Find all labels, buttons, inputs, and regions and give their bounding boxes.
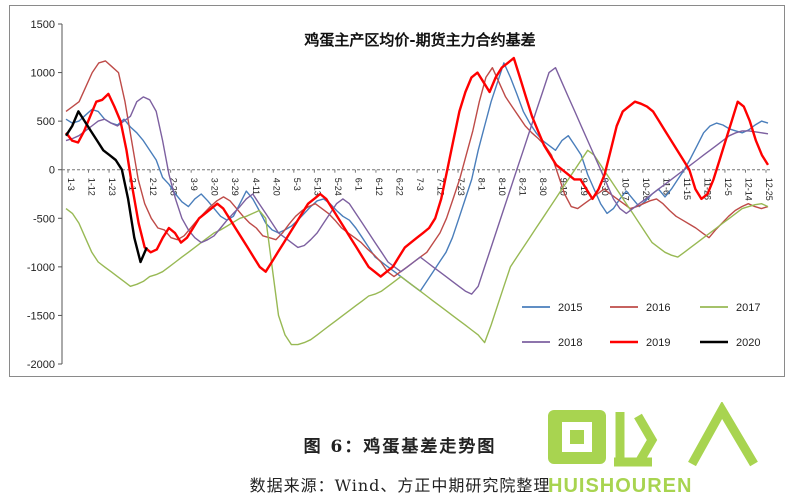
x-tick-label: 4-11 (251, 178, 261, 195)
x-tick-label: 5-24 (333, 178, 343, 196)
legend-label-2018: 2018 (558, 337, 582, 349)
x-tick-label: 11-6 (661, 178, 671, 195)
x-tick-label: 1-12 (87, 178, 97, 196)
x-tick-label: 6-22 (394, 178, 404, 196)
series-line-2016 (65, 60, 769, 278)
x-tick-label: 1-23 (107, 178, 117, 196)
x-tick-label: 6-12 (374, 178, 384, 196)
x-tick-label: 6-1 (353, 178, 363, 191)
x-tick-label: 3-20 (210, 178, 220, 196)
x-tick-label: 11-15 (682, 178, 692, 200)
x-tick-label: 5-13 (312, 178, 322, 196)
basis-line-chart: 1500 1000 500 0 -500 -1000 -1500 -2000 1-3 1-12 1-… (27, 19, 774, 371)
legend-label-2020: 2020 (736, 337, 760, 349)
chart-title: 鸡蛋主产区均价-期货主力合约基差 (303, 31, 535, 49)
x-tick-label: 1-3 (66, 178, 76, 191)
x-tick-label: 10-26 (641, 178, 651, 201)
y-tick-label: 1500 (31, 19, 55, 31)
y-tick-label: -1000 (27, 262, 55, 274)
x-tick-label: 8-10 (497, 178, 507, 196)
y-tick-label: -1500 (27, 310, 55, 322)
x-tick-label: 8-1 (477, 178, 487, 191)
x-tick-label: 8-21 (518, 178, 528, 196)
x-tick-label: 2-28 (169, 178, 179, 196)
legend-label-2015: 2015 (558, 302, 582, 314)
x-tick-label: 3-29 (230, 178, 240, 196)
legend-label-2019: 2019 (646, 337, 670, 349)
x-tick-label: 7-3 (415, 178, 425, 191)
x-tick-label: 12-5 (723, 178, 733, 196)
y-tick-label: 500 (37, 116, 55, 128)
y-tick-label: -2000 (27, 359, 55, 371)
source-note: 数据来源：Wind、方正中期研究院整理 (249, 476, 551, 495)
series-line-2019 (65, 56, 770, 278)
x-tick-label: 7-23 (456, 178, 466, 196)
x-tick-label: 11-26 (702, 178, 712, 200)
x-tick-label: 7-12 (436, 178, 446, 196)
figure-caption: 图 6：鸡蛋基差走势图 (303, 437, 497, 457)
x-tick-label: 12-25 (764, 178, 774, 201)
chart-frame: 1500 1000 500 0 -500 -1000 -1500 -2000 1-3 1-12 1-… (9, 5, 785, 377)
y-tick-label: 0 (49, 165, 55, 177)
x-tick-label: 9-30 (600, 178, 610, 196)
y-tick-label: 1000 (31, 68, 55, 80)
series-line-2018 (65, 67, 769, 295)
x-tick-label: 8-30 (538, 178, 548, 196)
x-tick-label: 10-17 (620, 178, 630, 201)
legend-label-2017: 2017 (736, 302, 760, 314)
logo-mark-icon (548, 402, 758, 467)
x-tick-label: 12-14 (743, 178, 753, 201)
x-tick-label: 3-9 (189, 178, 199, 191)
x-tick-label: 5-3 (292, 178, 302, 191)
legend-label-2016: 2016 (646, 302, 670, 314)
series-line-2020 (64, 110, 148, 264)
series-line-2017 (65, 149, 769, 346)
x-tick-label: 4-20 (271, 178, 281, 196)
logo-wordmark: HUISHOUREN (548, 475, 692, 497)
huishouren-logo-watermark: HUISHOUREN (548, 402, 758, 497)
x-tick-label: 2-12 (148, 178, 158, 196)
y-tick-label: -500 (33, 213, 55, 225)
